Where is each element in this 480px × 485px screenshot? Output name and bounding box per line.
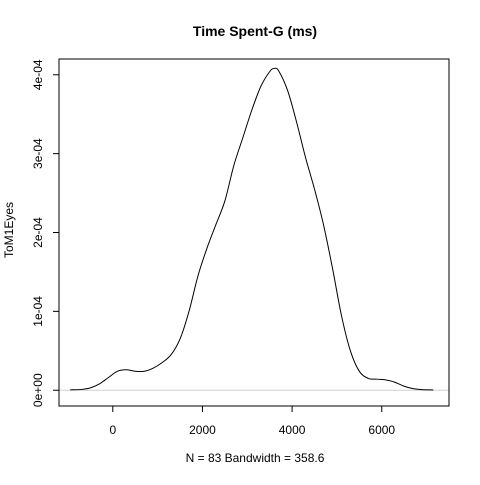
y-tick-label: 0e+00 — [31, 373, 45, 407]
x-tick-label: 6000 — [368, 423, 395, 437]
x-axis-label: N = 83 Bandwidth = 358.6 — [186, 451, 325, 465]
x-axis: 0 2000 4000 6000 — [109, 405, 395, 437]
x-tick-label: 0 — [109, 423, 116, 437]
y-tick-label: 2e-04 — [31, 217, 45, 248]
y-axis-label: ToM1Eyes — [2, 202, 16, 258]
density-curve — [70, 67, 434, 391]
chart-title: Time Spent-G (ms) — [193, 23, 317, 39]
x-tick-label: 2000 — [189, 423, 216, 437]
y-tick-label: 1e-04 — [31, 296, 45, 327]
x-tick-label: 4000 — [279, 423, 306, 437]
y-tick-label: 3e-04 — [31, 138, 45, 169]
y-tick-label: 4e-04 — [31, 59, 45, 90]
y-axis: 0e+00 1e-04 2e-04 3e-04 4e-04 — [31, 59, 60, 407]
